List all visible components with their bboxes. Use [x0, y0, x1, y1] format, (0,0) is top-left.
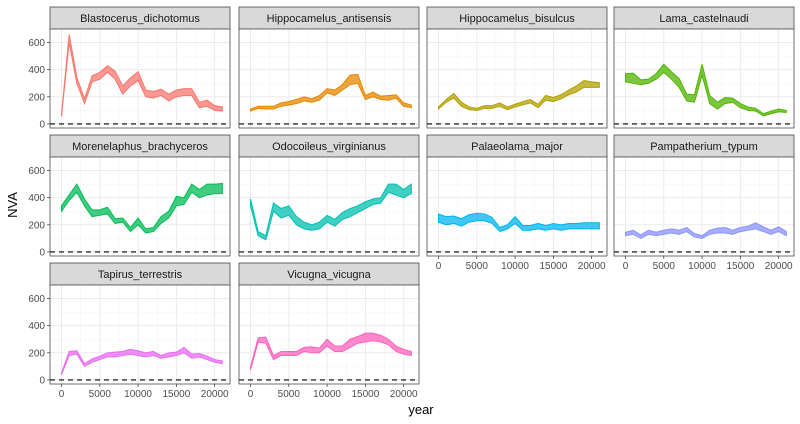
panel-background [50, 157, 230, 256]
panel-background [239, 285, 419, 384]
y-tick-label: 600 [28, 38, 45, 49]
panel-border [49, 28, 231, 129]
x-tick-label: 20000 [201, 389, 229, 400]
facet-Odocoileus_virginianus: Odocoileus_virginianus [238, 134, 420, 257]
facet-strip-label: Hippocamelus_antisensis [267, 13, 392, 25]
panel-border [238, 28, 420, 129]
x-tick-label: 10000 [313, 389, 341, 400]
series-ribbon [437, 80, 600, 111]
y-tick-label: 600 [28, 166, 45, 177]
panel-background [239, 29, 419, 128]
y-tick-label: 200 [28, 348, 45, 359]
x-tick-label: 10000 [124, 389, 152, 400]
y-tick-label: 0 [39, 375, 45, 386]
series-ribbon [60, 34, 223, 117]
panel-border [426, 28, 608, 129]
y-tick-label: 600 [28, 294, 45, 305]
x-tick-label: 0 [59, 389, 65, 400]
panel-border [238, 284, 420, 385]
facet-strip-label: Palaeolama_major [471, 141, 563, 153]
facet-panels: Blastocerus_dichotomus 0 200 400 600 Hippocam… [28, 6, 795, 400]
facet-strip-label: Pampatherium_typum [650, 141, 758, 153]
x-tick-label: 10000 [501, 261, 529, 272]
x-tick-label: 5000 [278, 389, 301, 400]
series-ribbon [624, 63, 787, 117]
panel-background [239, 157, 419, 256]
panel-background [614, 157, 794, 256]
panel-border [238, 156, 420, 257]
facet-strip-label: Hippocamelus_bisulcus [459, 13, 575, 25]
x-tick-label: 0 [248, 389, 254, 400]
panel-border [426, 156, 608, 257]
x-axis-title: year [408, 402, 434, 417]
x-tick-label: 10000 [688, 261, 716, 272]
x-tick-label: 0 [623, 261, 629, 272]
x-tick-label: 5000 [466, 261, 489, 272]
x-tick-label: 15000 [726, 261, 754, 272]
facet-strip-label: Odocoileus_virginianus [272, 141, 386, 153]
x-tick-label: 15000 [351, 389, 379, 400]
x-tick-label: 15000 [539, 261, 567, 272]
y-axis-title: NVA [5, 192, 20, 218]
series-ribbon [249, 73, 412, 112]
panel-border [613, 156, 795, 257]
y-tick-label: 200 [28, 220, 45, 231]
y-tick-label: 400 [28, 65, 45, 76]
facet-Morenelaphus_brachyceros: Morenelaphus_brachyceros 0 200 400 600 [28, 134, 231, 258]
x-tick-label: 20000 [390, 389, 418, 400]
y-tick-label: 0 [39, 119, 45, 130]
facet-Tapirus_terrestris: Tapirus_terrestris 0 200 400 600 0 5000 10000 15… [28, 262, 231, 400]
facet-Lama_castelnaudi: Lama_castelnaudi [613, 6, 795, 129]
x-tick-label: 15000 [162, 389, 190, 400]
series-ribbon [60, 346, 223, 375]
panel-background [427, 29, 607, 128]
y-tick-label: 0 [39, 247, 45, 258]
x-tick-label: 20000 [578, 261, 606, 272]
facet-strip-label: Vicugna_vicugna [287, 269, 371, 281]
facet-strip-label: Tapirus_terrestris [98, 269, 183, 281]
panel-border [613, 28, 795, 129]
series-ribbon [437, 212, 600, 233]
facet-Pampatherium_typum: Pampatherium_typum 0 5000 10000 15000 20000 [613, 134, 795, 272]
facet-Hippocamelus_antisensis: Hippocamelus_antisensis [238, 6, 420, 129]
y-tick-label: 400 [28, 193, 45, 204]
facet-Vicugna_vicugna: Vicugna_vicugna 0 5000 10000 15000 20000 [238, 262, 420, 400]
x-tick-label: 20000 [765, 261, 793, 272]
x-tick-label: 5000 [89, 389, 112, 400]
panel-background [427, 157, 607, 256]
facet-Blastocerus_dichotomus: Blastocerus_dichotomus 0 200 400 600 [28, 6, 231, 130]
facet-strip-label: Blastocerus_dichotomus [80, 13, 200, 25]
facet-strip-label: Morenelaphus_brachyceros [72, 141, 208, 153]
facet-Hippocamelus_bisulcus: Hippocamelus_bisulcus [426, 6, 608, 129]
panel-border [49, 156, 231, 257]
x-tick-label: 0 [436, 261, 442, 272]
series-ribbon [249, 332, 412, 370]
y-tick-label: 400 [28, 321, 45, 332]
x-tick-label: 5000 [653, 261, 676, 272]
series-ribbon [249, 183, 412, 241]
series-ribbon [624, 222, 787, 239]
y-tick-label: 200 [28, 92, 45, 103]
facet-Palaeolama_major: Palaeolama_major 0 5000 10000 15000 20000 [426, 134, 608, 272]
panel-border [49, 284, 231, 385]
facet-strip-label: Lama_castelnaudi [659, 13, 748, 25]
panel-background [50, 285, 230, 384]
series-ribbon [60, 182, 223, 234]
